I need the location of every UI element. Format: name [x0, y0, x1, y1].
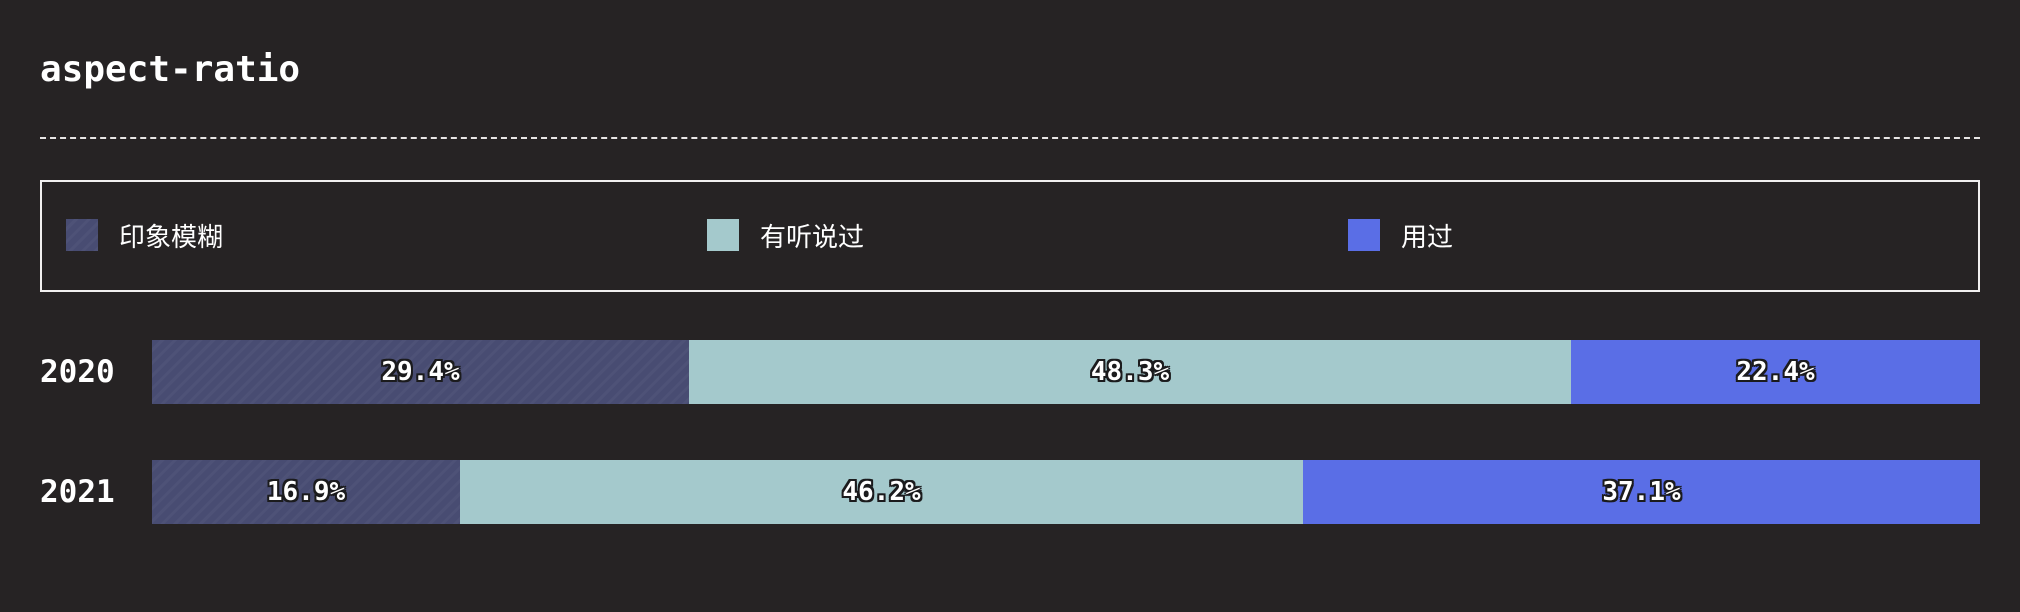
bar-value-label: 37.1%	[1602, 477, 1681, 507]
bar-segment-2021-1[interactable]: 16.9%	[152, 460, 460, 524]
chart-legend: 印象模糊 有听说过 用过	[40, 180, 1980, 292]
bar-segment-2020-1[interactable]: 29.4%	[152, 340, 689, 404]
bar-value-label: 22.4%	[1736, 357, 1815, 387]
legend-swatch	[66, 219, 98, 251]
legend-item-1[interactable]: 印象模糊	[66, 219, 224, 253]
bar-value-label: 29.4%	[381, 357, 460, 387]
legend-item-2[interactable]: 有听说过	[707, 219, 865, 253]
title-divider	[40, 137, 1980, 139]
legend-swatch	[707, 219, 739, 251]
legend-item-3[interactable]: 用过	[1348, 219, 1454, 253]
legend-label: 有听说过	[760, 222, 865, 253]
bar-value-label: 48.3%	[1090, 357, 1170, 387]
legend-label: 用过	[1401, 222, 1454, 253]
bar-segment-2021-2[interactable]: 46.2%	[460, 460, 1303, 524]
category-label-2021: 2021	[40, 474, 115, 510]
bar-value-label: 46.2%	[842, 477, 921, 507]
category-label-2020: 2020	[40, 354, 115, 390]
legend-label: 印象模糊	[119, 222, 224, 253]
bar-value-label: 16.9%	[266, 477, 346, 507]
bar-segment-2021-3[interactable]: 37.1%	[1303, 460, 1980, 524]
chart-title: aspect-ratio	[40, 49, 301, 90]
legend-swatch	[1348, 219, 1380, 251]
bar-segment-2020-2[interactable]: 48.3%	[689, 340, 1571, 404]
bar-segment-2020-3[interactable]: 22.4%	[1571, 340, 1980, 404]
